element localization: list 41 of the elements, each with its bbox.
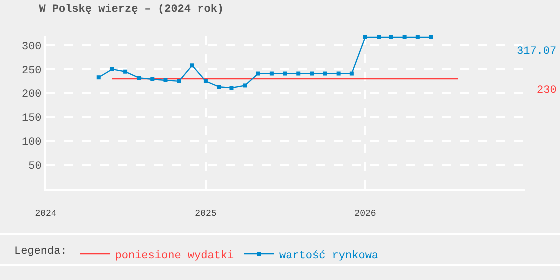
point (256, 72, 260, 76)
point (416, 35, 420, 40)
y-tick-label: 250 (22, 65, 42, 78)
point (96, 76, 101, 80)
legend-label: poniesione wydatki (115, 250, 234, 262)
point (350, 72, 354, 76)
point (204, 79, 208, 84)
x-tick-label: 2026 (354, 208, 376, 219)
point (402, 35, 407, 40)
point (190, 64, 194, 68)
point (323, 72, 328, 76)
point (283, 72, 288, 76)
point (124, 70, 128, 74)
y-tick-label: 50 (28, 160, 42, 173)
y-tick-label: 200 (22, 89, 42, 102)
point (310, 72, 314, 76)
point (230, 86, 234, 90)
annotation: 317.07 (517, 46, 557, 58)
point (243, 84, 248, 88)
point (164, 78, 168, 82)
point (363, 35, 368, 40)
point (296, 72, 301, 76)
point (110, 67, 114, 72)
x-tick-label: 2024 (35, 208, 57, 219)
point (150, 78, 155, 82)
point (389, 35, 394, 40)
text: 230 (537, 85, 557, 97)
legend-label: wartość rynkowa (280, 250, 379, 262)
chart-title: W Polskę wierzę – (2024 rok) (39, 4, 224, 16)
point (218, 85, 222, 90)
y-tick-label: 300 (22, 41, 42, 54)
y-tick-label: 150 (22, 113, 42, 126)
point (177, 79, 182, 84)
point (377, 35, 382, 40)
point (336, 72, 341, 76)
x-tick-label: 2025 (195, 208, 217, 219)
legend-title: Legenda: (14, 246, 68, 258)
y-tick-label: 100 (22, 137, 42, 150)
point (429, 35, 434, 40)
point (137, 76, 142, 80)
point (270, 72, 274, 76)
